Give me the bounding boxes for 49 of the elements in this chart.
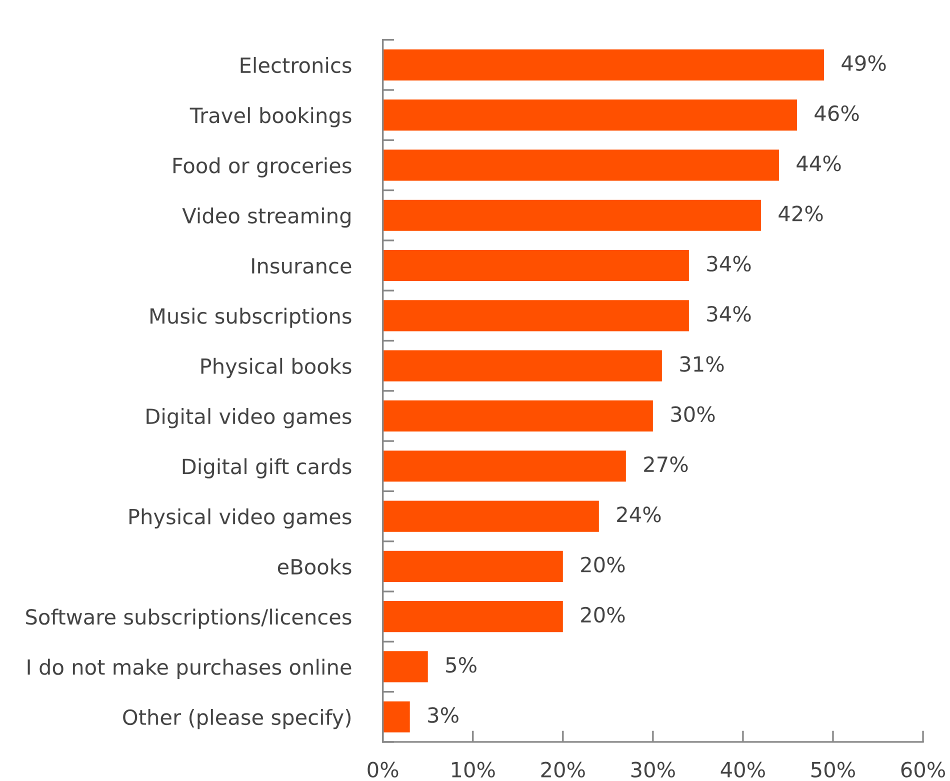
data-label: 42% [778, 206, 823, 222]
data-label: 30% [671, 406, 715, 422]
data-label: 5% [446, 657, 476, 673]
x-tick-label: 10% [452, 762, 495, 778]
bar [382, 550, 563, 582]
y-tick-label: Other (please specify) [123, 708, 350, 730]
y-tick-label: Music subscriptions [150, 308, 352, 328]
data-label: 24% [617, 506, 661, 522]
x-tick-label: 30% [631, 762, 675, 778]
bar [382, 300, 689, 332]
bar [382, 350, 662, 382]
data-label: 34% [707, 256, 751, 272]
data-label: 31% [680, 356, 724, 372]
y-tick-label: Electronics [240, 56, 352, 74]
x-tick-label: 60% [901, 762, 946, 778]
data-label: 44% [796, 155, 841, 172]
data-label: 20% [581, 606, 625, 623]
y-tick-label: Physical video games [129, 508, 352, 529]
y-tick-label: Physical books [201, 358, 352, 378]
y-tick-label: Travel bookings [190, 107, 352, 128]
bar [382, 400, 653, 432]
y-tick-label: Insurance [252, 258, 352, 274]
y-tick-label: Digital video games [146, 408, 352, 428]
bar [382, 100, 797, 131]
data-label: 49% [842, 55, 886, 71]
data-label: 3% [428, 707, 458, 723]
y-tick-label: Food or groceries [173, 157, 352, 178]
bar [382, 150, 779, 181]
y-tick-label: Digital gift cards [182, 458, 352, 478]
data-label: 20% [581, 556, 625, 572]
bar [382, 450, 626, 482]
y-tick-label: Software subscriptions/licences [26, 608, 352, 629]
bar [382, 651, 428, 682]
bar [382, 250, 689, 282]
data-label: 46% [814, 105, 859, 122]
y-tick-label: eBooks [278, 558, 352, 575]
y-tick-label: I do not make purchases online [28, 658, 352, 679]
bar [382, 200, 761, 231]
bar [382, 701, 410, 732]
data-label: 27% [644, 456, 688, 472]
x-tick-label: 40% [720, 762, 765, 778]
data-label: 34% [707, 306, 751, 322]
y-tick-label: Video streaming [182, 207, 350, 228]
bar [382, 500, 599, 532]
x-tick-label: 50% [811, 762, 855, 778]
x-tick-label: 0% [368, 762, 398, 778]
bar [382, 601, 563, 632]
x-tick-label: 20% [541, 762, 585, 778]
bar [382, 49, 824, 80]
